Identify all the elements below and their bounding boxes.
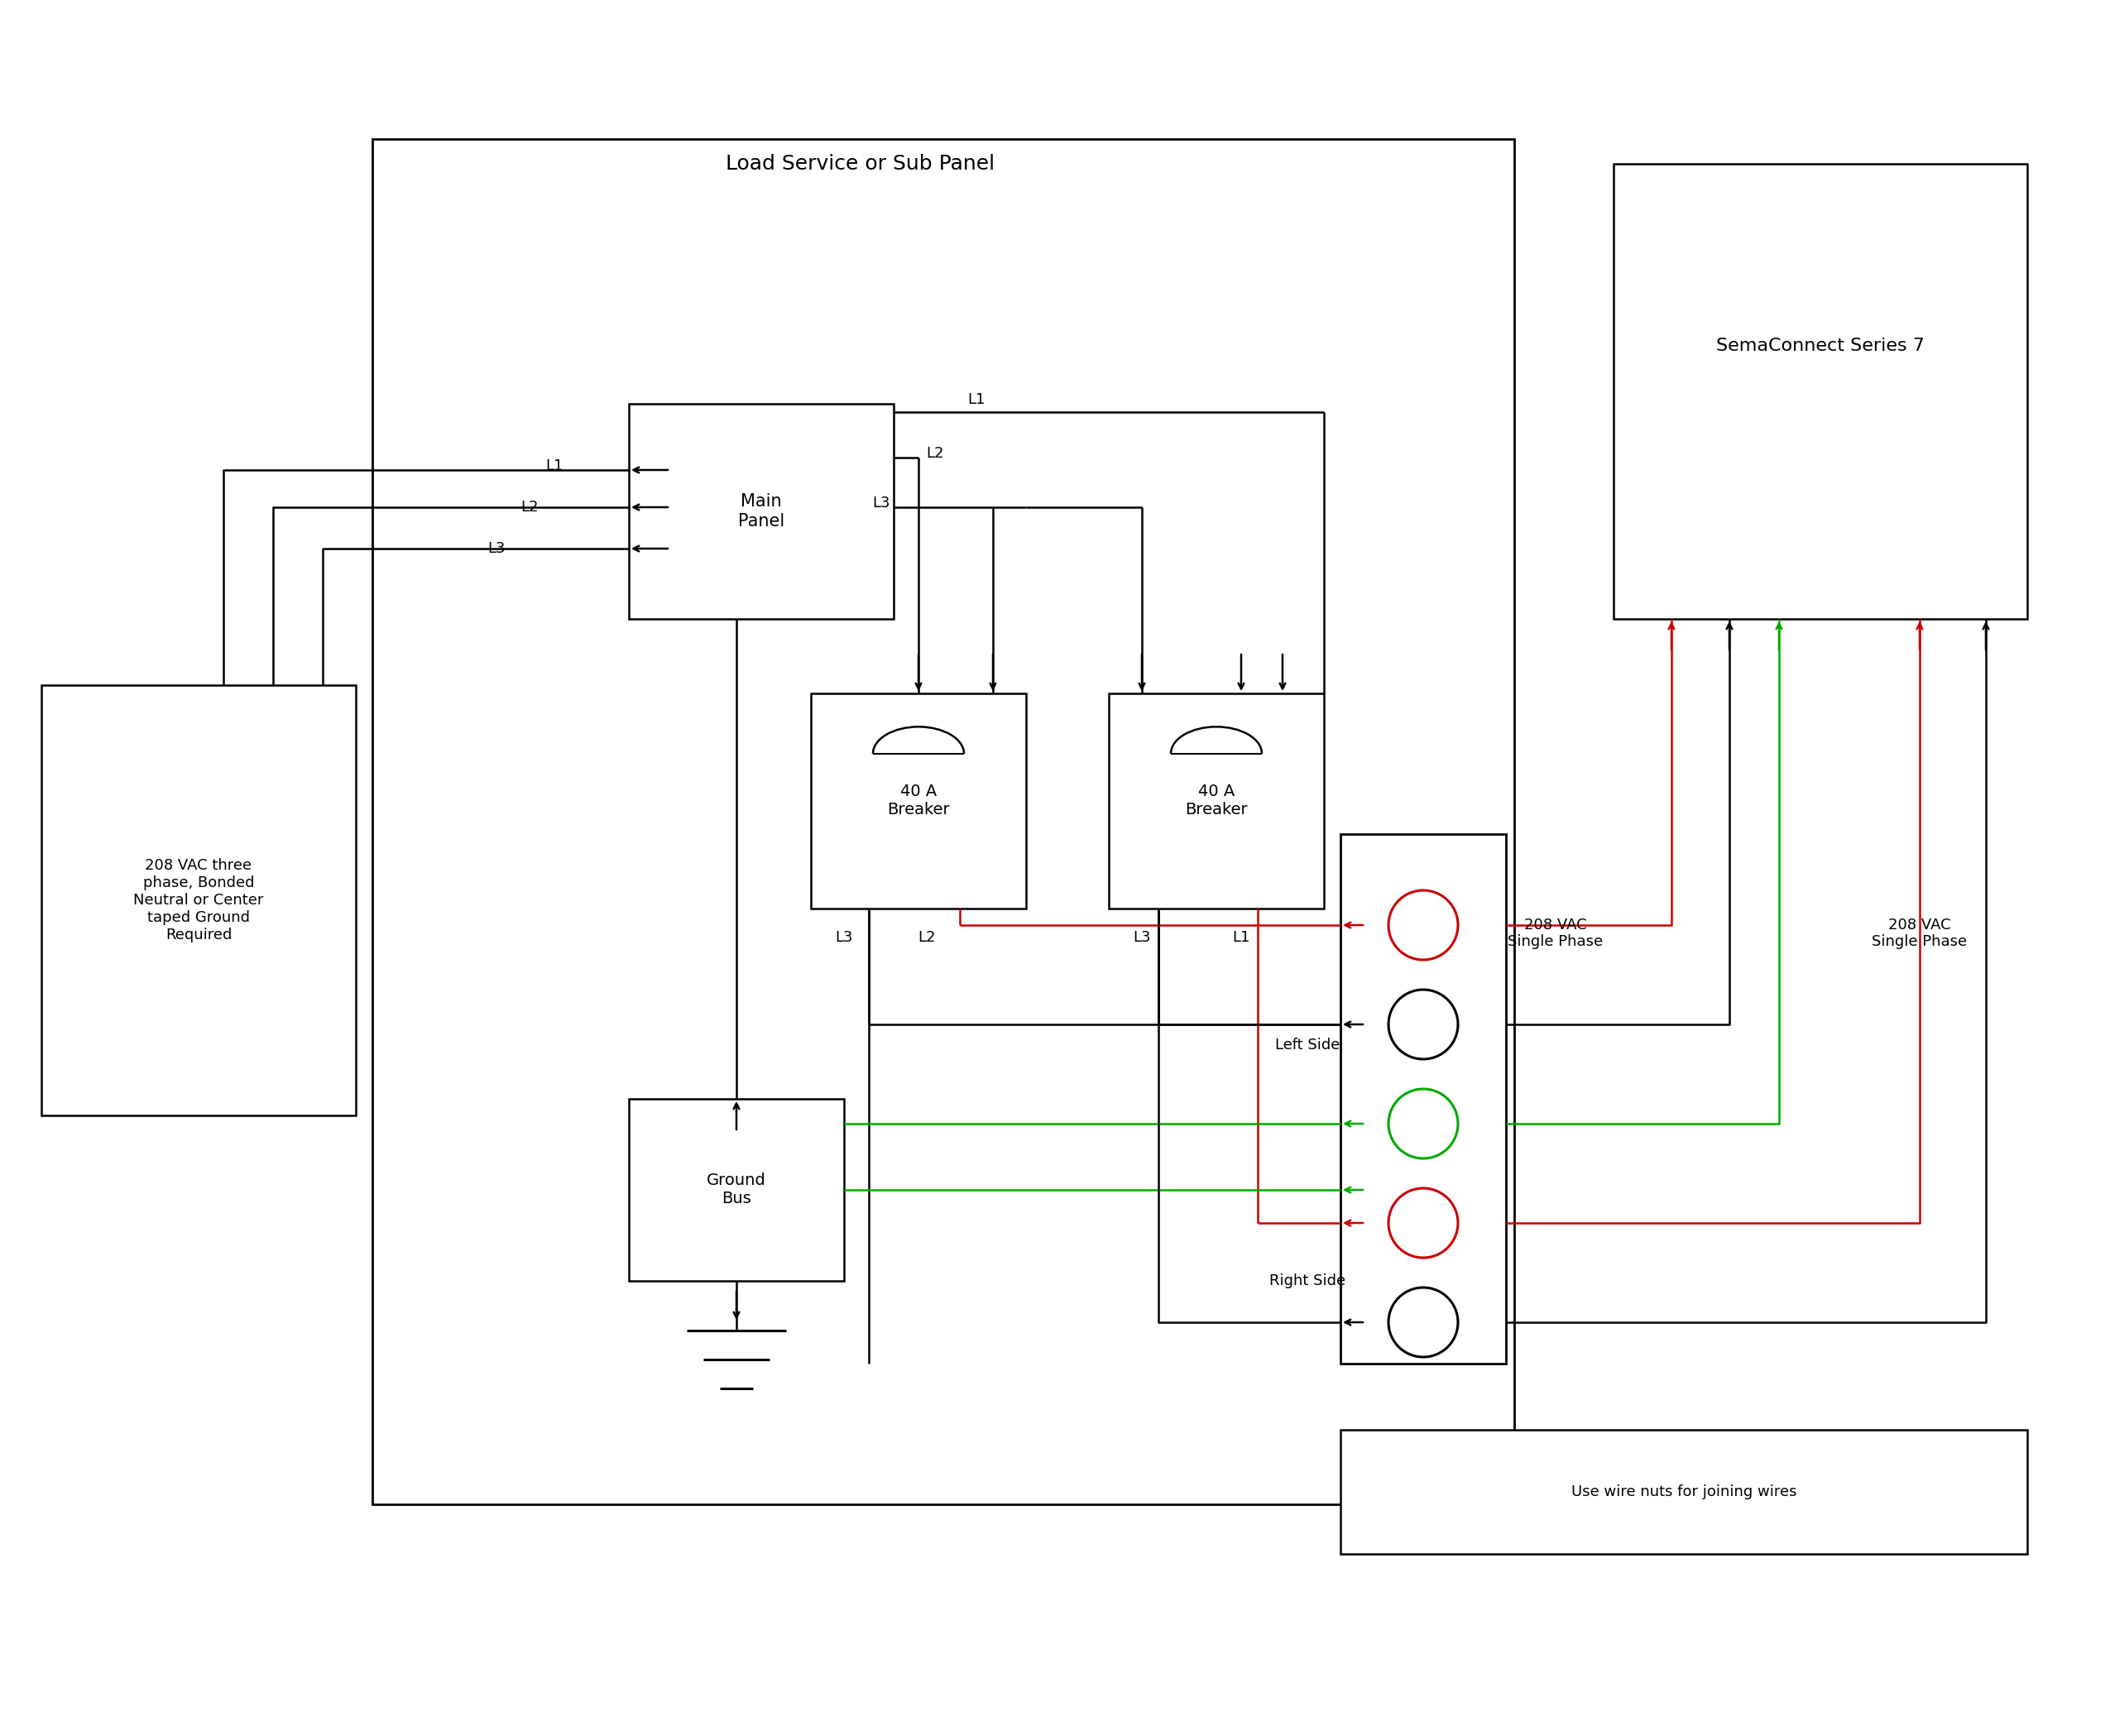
Circle shape: [1388, 990, 1458, 1059]
Text: Right Side: Right Side: [1270, 1274, 1346, 1288]
Text: L3: L3: [871, 496, 890, 510]
Circle shape: [1388, 1187, 1458, 1257]
Text: 208 VAC three
phase, Bonded
Neutral or Center
taped Ground
Required: 208 VAC three phase, Bonded Neutral or C…: [133, 858, 264, 943]
Text: L1: L1: [968, 392, 985, 408]
Text: 208 VAC
Single Phase: 208 VAC Single Phase: [1509, 917, 1604, 950]
Text: Main
Panel: Main Panel: [738, 493, 785, 529]
Text: L2: L2: [521, 500, 538, 514]
Circle shape: [1388, 1288, 1458, 1358]
Bar: [42, 686, 357, 1116]
Text: 40 A
Breaker: 40 A Breaker: [1186, 785, 1247, 818]
Text: Use wire nuts for joining wires: Use wire nuts for joining wires: [1572, 1484, 1796, 1500]
Circle shape: [1388, 1088, 1458, 1158]
Text: L2: L2: [926, 446, 943, 460]
Text: L1: L1: [1232, 930, 1249, 944]
Bar: [629, 404, 895, 620]
Bar: [629, 1099, 844, 1281]
Circle shape: [1388, 891, 1458, 960]
Text: 40 A
Breaker: 40 A Breaker: [886, 785, 949, 818]
Text: L3: L3: [836, 930, 852, 944]
Bar: [810, 693, 1025, 908]
Bar: [1614, 163, 2028, 620]
Text: L3: L3: [487, 542, 506, 556]
Text: Ground
Bus: Ground Bus: [707, 1174, 766, 1207]
Bar: [1108, 693, 1323, 908]
Text: SemaConnect Series 7: SemaConnect Series 7: [1715, 337, 1924, 354]
Text: Load Service or Sub Panel: Load Service or Sub Panel: [726, 155, 996, 174]
Text: L2: L2: [918, 930, 935, 944]
Text: L3: L3: [1133, 930, 1150, 944]
Text: 208 VAC
Single Phase: 208 VAC Single Phase: [1872, 917, 1967, 950]
Bar: [1340, 833, 1507, 1364]
Bar: [371, 139, 1515, 1505]
Text: Left Side: Left Side: [1274, 1038, 1340, 1052]
Text: L1: L1: [546, 458, 563, 474]
Bar: [1340, 1430, 2028, 1554]
